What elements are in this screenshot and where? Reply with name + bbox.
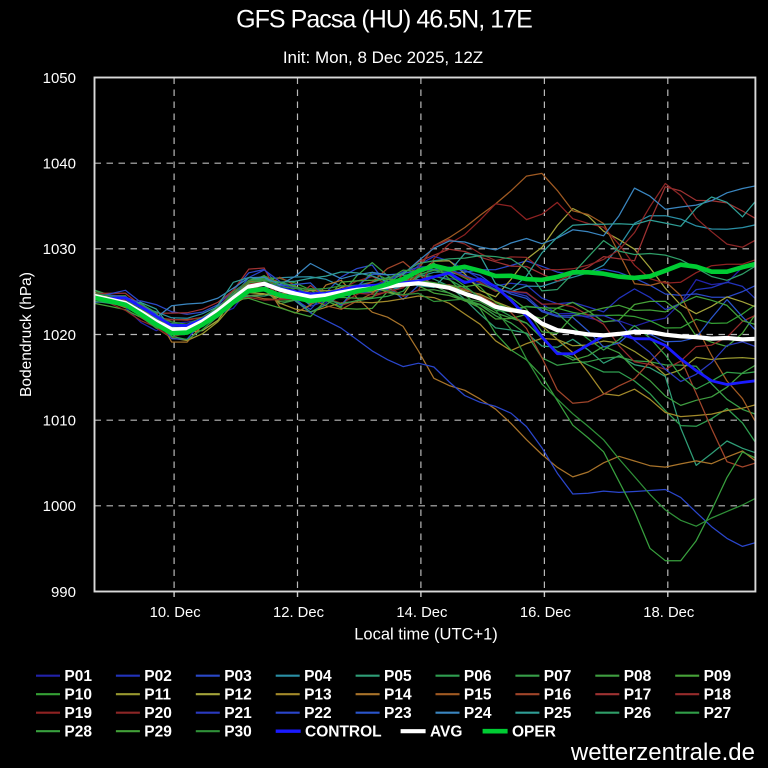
svg-text:P12: P12 xyxy=(224,687,252,704)
svg-text:AVG: AVG xyxy=(430,724,462,741)
svg-text:P30: P30 xyxy=(224,724,252,741)
svg-text:P06: P06 xyxy=(464,668,492,685)
svg-text:wetterzentrale.de: wetterzentrale.de xyxy=(570,739,755,766)
svg-text:10. Dec: 10. Dec xyxy=(150,605,202,621)
svg-text:P28: P28 xyxy=(64,724,92,741)
svg-text:P22: P22 xyxy=(304,705,332,722)
svg-text:P11: P11 xyxy=(144,687,171,704)
svg-text:P04: P04 xyxy=(304,668,332,685)
svg-text:P20: P20 xyxy=(144,705,172,722)
svg-text:1040: 1040 xyxy=(43,156,76,173)
svg-text:14. Dec: 14. Dec xyxy=(396,605,448,621)
svg-text:P24: P24 xyxy=(464,705,492,722)
svg-text:GFS Pacsa (HU) 46.5N, 17E: GFS Pacsa (HU) 46.5N, 17E xyxy=(236,6,532,34)
svg-text:P16: P16 xyxy=(544,687,572,704)
svg-text:P15: P15 xyxy=(464,687,492,704)
svg-text:P02: P02 xyxy=(144,668,172,685)
svg-text:18. Dec: 18. Dec xyxy=(643,605,695,621)
svg-text:P08: P08 xyxy=(624,668,652,685)
svg-text:OPER: OPER xyxy=(512,724,556,741)
svg-text:1020: 1020 xyxy=(43,327,76,344)
svg-text:1030: 1030 xyxy=(43,241,76,258)
svg-text:P17: P17 xyxy=(624,687,652,704)
svg-text:P26: P26 xyxy=(624,705,652,722)
svg-text:P21: P21 xyxy=(224,705,252,722)
svg-text:P27: P27 xyxy=(704,705,732,722)
svg-text:1010: 1010 xyxy=(43,413,76,430)
svg-text:990: 990 xyxy=(51,584,76,601)
svg-text:P10: P10 xyxy=(64,687,92,704)
svg-text:P03: P03 xyxy=(224,668,252,685)
svg-text:P07: P07 xyxy=(544,668,572,685)
svg-text:P05: P05 xyxy=(384,668,412,685)
svg-text:P13: P13 xyxy=(304,687,332,704)
svg-text:12. Dec: 12. Dec xyxy=(273,605,325,621)
svg-text:P29: P29 xyxy=(144,724,172,741)
svg-text:Local time (UTC+1): Local time (UTC+1) xyxy=(354,625,498,643)
svg-text:P23: P23 xyxy=(384,705,412,722)
svg-text:Bodendruck (hPa): Bodendruck (hPa) xyxy=(18,272,35,397)
svg-text:P09: P09 xyxy=(704,668,732,685)
svg-text:1000: 1000 xyxy=(43,498,76,515)
svg-text:16. Dec: 16. Dec xyxy=(520,605,572,621)
svg-text:CONTROL: CONTROL xyxy=(305,724,382,741)
svg-text:P01: P01 xyxy=(64,668,92,685)
svg-text:1050: 1050 xyxy=(43,70,76,87)
svg-text:Init: Mon, 8 Dec 2025, 12Z: Init: Mon, 8 Dec 2025, 12Z xyxy=(283,48,483,67)
svg-text:P14: P14 xyxy=(384,687,412,704)
svg-text:P18: P18 xyxy=(704,687,732,704)
svg-text:P25: P25 xyxy=(544,705,572,722)
svg-text:P19: P19 xyxy=(64,705,92,722)
